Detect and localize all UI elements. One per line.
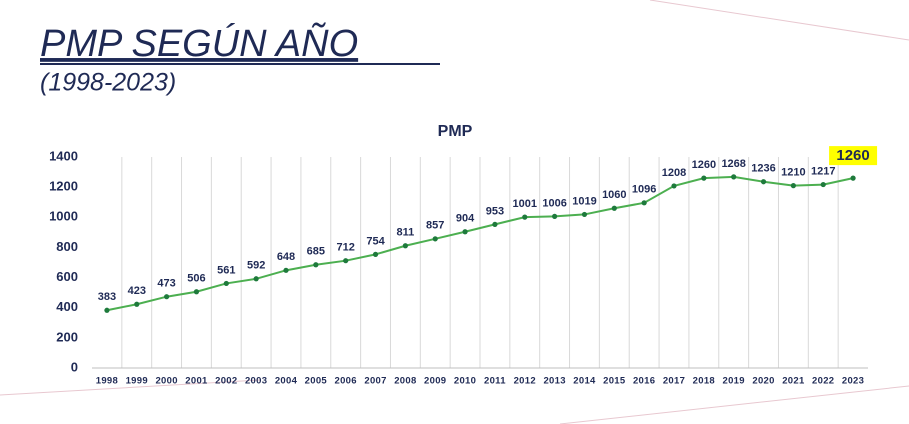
data-label: 506 bbox=[187, 273, 205, 285]
data-label: 1260 bbox=[836, 147, 869, 164]
y-tick-label: 400 bbox=[56, 299, 78, 314]
y-tick-label: 800 bbox=[56, 239, 78, 254]
y-tick-label: 1400 bbox=[49, 148, 78, 163]
marker bbox=[641, 200, 647, 206]
marker bbox=[581, 211, 588, 218]
marker bbox=[671, 183, 677, 189]
x-tick-label: 2022 bbox=[812, 376, 834, 387]
data-label: 1236 bbox=[751, 163, 775, 175]
marker bbox=[760, 179, 767, 185]
x-tick-label: 2014 bbox=[573, 376, 596, 387]
x-tick-label: 1998 bbox=[96, 376, 118, 387]
x-tick-label: 2019 bbox=[723, 376, 745, 387]
y-tick-label: 0 bbox=[71, 359, 78, 374]
highlight-box bbox=[829, 146, 878, 166]
data-label: 712 bbox=[337, 242, 355, 254]
x-tick-label: 2005 bbox=[305, 376, 328, 387]
slide-subtitle: (1998-2023) bbox=[40, 69, 176, 97]
marker bbox=[820, 181, 826, 188]
data-label: 561 bbox=[217, 264, 235, 276]
data-label: 1019 bbox=[572, 195, 596, 207]
data-label: 1268 bbox=[721, 158, 745, 170]
x-tick-label: 2007 bbox=[364, 376, 386, 387]
data-label: 423 bbox=[128, 285, 146, 297]
decor-line bbox=[649, 0, 909, 41]
marker bbox=[492, 221, 498, 227]
marker bbox=[193, 289, 200, 295]
data-label: 1260 bbox=[692, 159, 716, 171]
x-tick-label: 2016 bbox=[633, 376, 655, 387]
x-tick-label: 2010 bbox=[454, 376, 476, 387]
chart-title: PMP bbox=[438, 123, 473, 140]
x-tick-label: 2003 bbox=[245, 376, 267, 387]
data-label: 648 bbox=[277, 251, 295, 263]
x-tick-label: 2023 bbox=[842, 376, 864, 387]
data-label: 592 bbox=[247, 260, 265, 272]
marker bbox=[790, 183, 796, 189]
x-tick-label: 2021 bbox=[782, 376, 805, 387]
slide-title: PMP SEGÚN AÑO bbox=[40, 22, 358, 65]
x-tick-label: 2004 bbox=[275, 376, 298, 387]
marker bbox=[522, 214, 528, 220]
marker bbox=[164, 294, 170, 300]
x-tick-label: 2008 bbox=[394, 376, 416, 387]
data-label: 1210 bbox=[781, 167, 805, 179]
y-tick-label: 200 bbox=[56, 329, 78, 344]
data-label: 473 bbox=[157, 278, 175, 290]
line bbox=[106, 175, 854, 312]
data-label: 383 bbox=[98, 291, 116, 303]
marker bbox=[343, 258, 349, 264]
data-label: 1096 bbox=[632, 184, 656, 196]
marker bbox=[402, 243, 408, 249]
x-tick-label: 2013 bbox=[543, 376, 565, 387]
data-label: 857 bbox=[426, 220, 444, 232]
decor-line bbox=[559, 385, 909, 424]
data-label: 1006 bbox=[542, 197, 566, 209]
x-tick-label: 2009 bbox=[424, 376, 446, 387]
marker bbox=[432, 236, 438, 242]
y-tick-label: 1200 bbox=[49, 179, 78, 194]
data-label: 685 bbox=[307, 246, 325, 258]
x-tick-label: 2012 bbox=[514, 376, 536, 387]
marker bbox=[223, 280, 229, 287]
decor-line bbox=[0, 379, 261, 396]
marker bbox=[462, 229, 468, 235]
marker bbox=[731, 174, 737, 180]
marker bbox=[253, 276, 259, 282]
x-tick-label: 2011 bbox=[484, 376, 506, 387]
marker bbox=[134, 301, 140, 307]
data-label: 1060 bbox=[602, 189, 626, 201]
marker bbox=[372, 251, 379, 257]
x-tick-label: 2000 bbox=[155, 376, 177, 387]
data-label: 1208 bbox=[662, 167, 686, 179]
y-tick-label: 1000 bbox=[49, 209, 78, 224]
data-label: 754 bbox=[366, 235, 385, 247]
y-tick-label: 600 bbox=[56, 269, 78, 284]
data-label: 1001 bbox=[513, 198, 537, 210]
x-tick-label: 2002 bbox=[215, 376, 237, 387]
marker bbox=[611, 205, 617, 211]
x-tick-label: 2018 bbox=[693, 376, 715, 387]
marker bbox=[701, 175, 707, 181]
data-label: 1217 bbox=[811, 165, 835, 177]
x-tick-label: 2006 bbox=[335, 376, 357, 387]
x-tick-label: 2017 bbox=[663, 376, 685, 387]
data-label: 904 bbox=[456, 213, 475, 225]
x-tick-label: 1999 bbox=[126, 376, 148, 387]
marker bbox=[283, 267, 289, 273]
marker bbox=[850, 175, 856, 181]
x-tick-label: 2001 bbox=[185, 376, 208, 387]
x-tick-label: 2015 bbox=[603, 376, 626, 387]
marker bbox=[104, 307, 110, 313]
data-label: 953 bbox=[486, 205, 504, 217]
marker bbox=[552, 213, 558, 219]
x-tick-label: 2020 bbox=[752, 376, 774, 387]
marker bbox=[313, 262, 319, 268]
data-label: 811 bbox=[397, 227, 415, 239]
